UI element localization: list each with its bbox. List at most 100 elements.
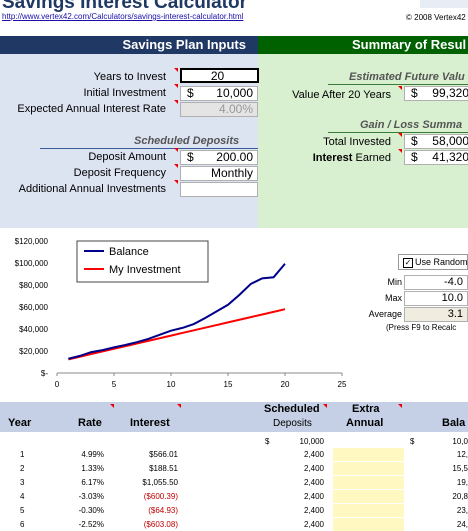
deposit-frequency-select[interactable]: Monthly	[180, 166, 258, 181]
col-scheduled-header: Scheduled	[264, 403, 320, 415]
cell-deposit: 2,400	[303, 478, 324, 487]
cell-rate: 4.99%	[81, 450, 104, 459]
total-invested-label: Total Invested	[323, 136, 391, 148]
average-output: 3.1	[404, 307, 468, 322]
cell-year: 2	[20, 464, 25, 473]
x-tick-label: 20	[281, 380, 290, 389]
deposit-amount-input[interactable]: $200.00	[180, 150, 258, 165]
extra-annual-input[interactable]	[333, 462, 404, 475]
currency-symbol: $	[411, 150, 418, 164]
balance-chart: $120,000 $100,000 $80,000 $60,000 $40,000 $20…	[15, 237, 347, 389]
y-tick-label: $120,000	[15, 237, 49, 246]
interest-earned-output: $41,320	[404, 150, 468, 165]
cell-rate: -2.52%	[78, 520, 104, 529]
y-tick-label: $-	[41, 369, 48, 378]
y-tick-label: $100,000	[15, 259, 49, 268]
interest-word: Interest	[312, 152, 353, 164]
initial-balance-currency: $	[410, 437, 415, 446]
x-tick-label: 5	[112, 380, 117, 389]
additional-investments-label: Additional Annual Investments	[18, 183, 166, 195]
interest-earned-value: 41,320	[432, 150, 468, 164]
cell-year: 1	[20, 450, 25, 459]
cell-deposit: 2,400	[303, 450, 324, 459]
section-underline	[328, 132, 468, 133]
chart-legend	[76, 240, 209, 283]
gain-loss-title: Gain / Loss Summa	[360, 119, 463, 131]
cell-interest: $1,055.50	[142, 478, 178, 487]
interest-earned-label: Interest Earned	[258, 152, 391, 164]
cell-balance: 20,8	[452, 492, 468, 501]
max-input[interactable]: 10.0	[404, 291, 468, 306]
vertex42-logo	[420, 0, 468, 8]
col-annual-header: Annual	[346, 417, 384, 429]
x-tick-label: 0	[55, 380, 60, 389]
scheduled-deposits-title: Scheduled Deposits	[134, 135, 240, 147]
x-tick-label: 25	[338, 380, 347, 389]
y-tick-label: $20,000	[19, 347, 48, 356]
initial-balance: 10,0	[452, 437, 468, 446]
initial-currency: $	[265, 437, 270, 446]
series-line-balance	[68, 263, 286, 360]
initial-deposit: 10,000	[299, 437, 324, 446]
comment-indicator	[174, 180, 178, 184]
section-underline	[328, 84, 468, 85]
deposit-frequency-label: Deposit Frequency	[73, 167, 166, 179]
initial-investment-label: Initial Investment	[83, 87, 166, 99]
use-random-checkbox[interactable]: ✓ Use Random	[398, 254, 468, 270]
cell-rate: 1.33%	[81, 464, 104, 473]
years-label: Years to Invest	[93, 71, 166, 83]
cell-deposit: 2,400	[303, 464, 324, 473]
copyright-text: © 2008 Vertex42	[406, 13, 466, 22]
inputs-band-title: Savings Plan Inputs	[0, 36, 258, 54]
comment-indicator	[174, 148, 178, 152]
years-input[interactable]: 20	[180, 68, 259, 83]
legend-balance-label: Balance	[109, 246, 149, 258]
comment-indicator	[174, 164, 178, 168]
cell-interest: ($64.93)	[148, 506, 178, 515]
currency-symbol: $	[187, 86, 194, 100]
x-tick-label: 10	[167, 380, 176, 389]
col-extra-header: Extra	[352, 403, 380, 415]
extra-annual-input[interactable]	[333, 504, 404, 517]
currency-symbol: $	[411, 86, 418, 100]
initial-investment-value: 10,000	[216, 86, 253, 100]
extra-annual-input[interactable]	[333, 490, 404, 503]
extra-annual-input[interactable]	[333, 448, 404, 461]
x-tick-label: 15	[224, 380, 233, 389]
currency-symbol: $	[411, 134, 418, 148]
initial-investment-input[interactable]: $10,000	[180, 86, 258, 101]
source-link[interactable]: http://www.vertex42.com/Calculators/savi…	[2, 12, 244, 21]
summary-band-title: Summary of Resul	[258, 36, 468, 54]
cell-balance: 23,	[456, 506, 468, 515]
max-label: Max	[384, 293, 402, 303]
deposit-amount-value: 200.00	[216, 150, 253, 164]
comment-indicator	[398, 86, 402, 90]
average-label: Average	[368, 309, 402, 319]
comment-indicator	[398, 149, 402, 153]
value-after-output: $99,320	[404, 86, 468, 101]
col-interest-header: Interest	[130, 417, 170, 429]
cell-rate: -3.03%	[78, 492, 104, 501]
deposit-amount-label: Deposit Amount	[88, 151, 166, 163]
extra-annual-input[interactable]	[333, 476, 404, 489]
interest-rate-input[interactable]: 4.00%	[180, 102, 258, 117]
comment-indicator	[177, 404, 181, 408]
y-tick-label: $40,000	[19, 325, 48, 334]
y-tick-label: $80,000	[19, 281, 48, 290]
cell-year: 3	[20, 478, 25, 487]
cell-balance: 19,	[456, 478, 468, 487]
col-balance-header: Bala	[442, 417, 466, 429]
min-label: Min	[387, 277, 402, 287]
series-line-my-investment	[68, 308, 286, 361]
cell-year: 5	[20, 506, 25, 515]
cell-rate: -0.30%	[78, 506, 104, 515]
col-deposits-header: Deposits	[273, 418, 312, 429]
inputs-panel	[0, 54, 258, 228]
use-random-label: Use Random	[415, 257, 468, 267]
min-input[interactable]: -4.0	[404, 275, 468, 290]
cell-interest: ($603.08)	[143, 520, 178, 529]
earned-word: Earned	[352, 152, 391, 164]
comment-indicator	[398, 133, 402, 137]
additional-investments-input[interactable]	[180, 182, 258, 197]
extra-annual-input[interactable]	[333, 518, 404, 531]
